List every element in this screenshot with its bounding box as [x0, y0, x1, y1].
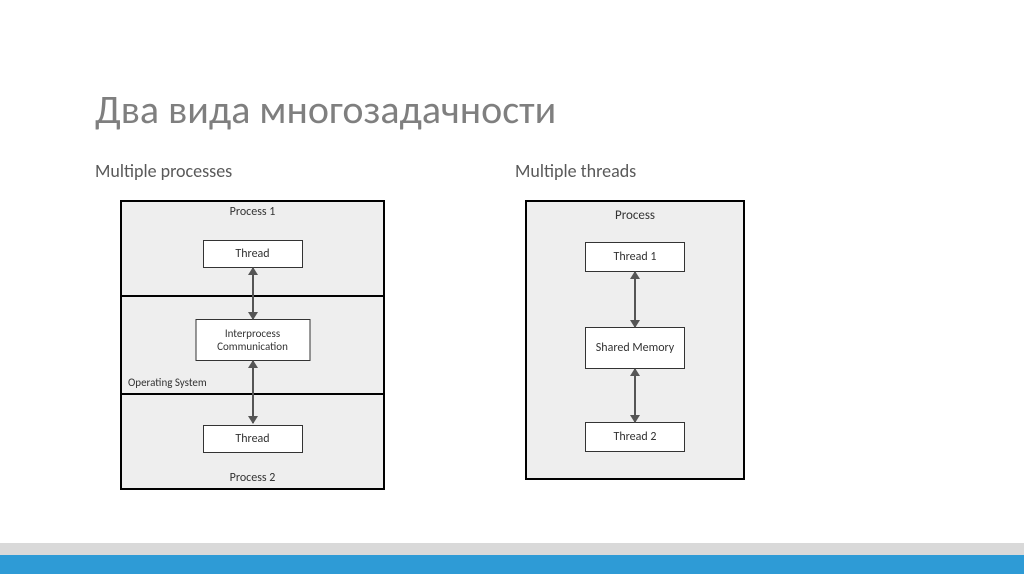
left-subtitle: Multiple processes [95, 160, 455, 182]
process-2-label: Process 2 [230, 471, 276, 485]
ipc-box: Interprocess Communication [195, 319, 310, 361]
arrow-shared-to-thread2 [634, 369, 636, 422]
thread-2-box: Thread 2 [585, 422, 685, 452]
footer-bar-gray [0, 543, 1024, 555]
shared-memory-box: Shared Memory [585, 327, 685, 369]
right-subtitle: Multiple threads [515, 160, 875, 182]
process-1-thread-box: Thread [203, 240, 303, 268]
process-1-label: Process 1 [230, 205, 276, 219]
footer-bar-blue [0, 555, 1024, 574]
process-2-thread-box: Thread [203, 425, 303, 453]
diagram-multiple-threads: Process Thread 1 Shared Memory Thread 2 [525, 200, 745, 480]
arrow-ipc-to-thread [252, 361, 254, 423]
left-column: Multiple processes Process 1 Thread Inte… [95, 160, 455, 490]
thread-1-box: Thread 1 [585, 242, 685, 272]
slide: Два вида многозадачности Multiple proces… [0, 0, 1024, 574]
os-label: Operating System [128, 376, 207, 389]
arrow-thread-to-ipc [252, 268, 254, 319]
arrow-thread1-to-shared [634, 272, 636, 327]
process-container-label: Process [615, 208, 655, 223]
page-title: Два вида многозадачности [95, 85, 556, 134]
diagram-multiple-processes: Process 1 Thread Interprocess Communicat… [120, 200, 385, 490]
right-column: Multiple threads Process Thread 1 Shared… [515, 160, 875, 480]
